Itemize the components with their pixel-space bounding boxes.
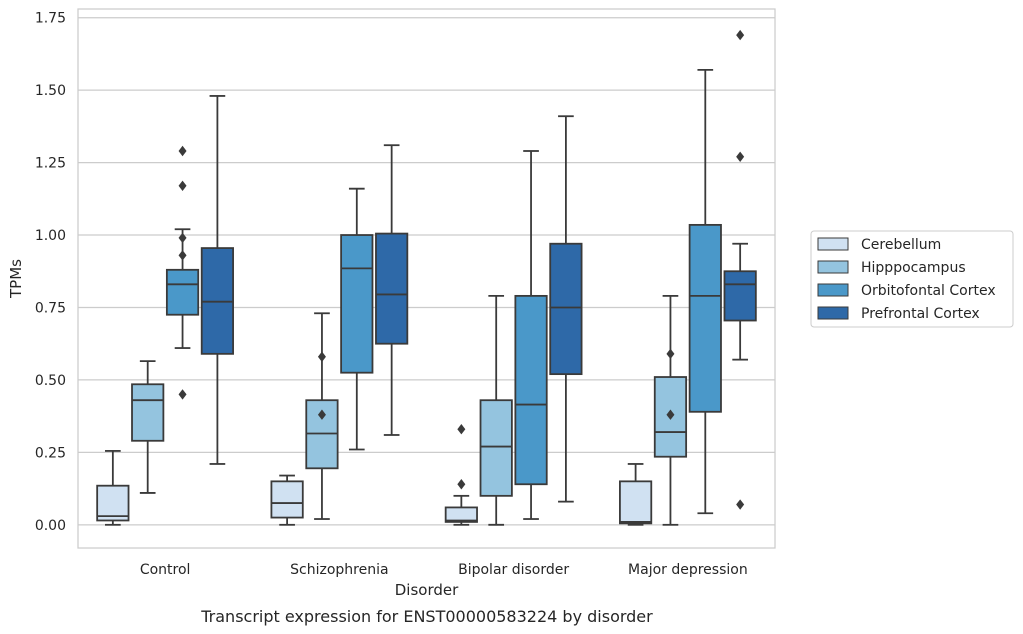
box-prefrontal-cortex [723,29,757,510]
outlier-point [736,151,745,162]
x-axis-title: Disorder [395,581,459,599]
legend-label: Hipppocampus [861,260,966,276]
box-orbitofontal-cortex [688,68,722,515]
box-cerebellum [444,423,478,526]
box-groups [96,29,757,526]
outlier-point [317,351,326,362]
y-tick-label: 0.50 [35,373,66,389]
y-tick-label: 1.50 [35,83,66,99]
box-iqr [479,399,513,497]
box-iqr [340,234,374,374]
box-prefrontal-cortex [549,115,583,503]
outlier-point [736,499,745,510]
box-iqr [165,268,200,316]
box-prefrontal-cortex [375,144,409,436]
box-hipppocampus [653,294,688,526]
box-hipppocampus [131,360,165,494]
plot-area-frame [77,8,776,549]
y-tick-label: 1.00 [35,228,66,244]
box-orbitofontal-cortex [165,145,200,400]
legend-swatch [817,283,849,297]
outlier-point [736,29,745,41]
box-cerebellum [619,463,653,526]
box-hipppocampus [479,294,513,526]
outlier-point [317,409,326,420]
x-tick-label: Schizophrenia [290,562,388,578]
y-tick-label: 1.75 [35,11,66,27]
y-tick-label: 0.25 [35,445,66,461]
y-tick-labels: 0.00 0.25 0.50 0.75 1.00 1.25 1.50 1.75 [35,11,66,534]
box-iqr [514,294,548,486]
x-tick-label: Bipolar disorder [458,562,569,578]
box-iqr [723,270,757,322]
x-tick-label: Control [140,562,191,578]
box-prefrontal-cortex [200,95,234,465]
legend-swatch [817,306,849,320]
legend-label: Orbitofontal Cortex [861,283,996,299]
box-hipppocampus [305,312,339,520]
outlier-point [457,423,466,435]
legend-frame [810,230,1014,328]
outlier-point [178,180,187,191]
outlier-point [178,250,187,261]
chart-caption: Transcript expression for ENST0000058322… [200,607,653,626]
box-orbitofontal-cortex [340,187,374,451]
box-orbitofontal-cortex [514,150,548,520]
outlier-point [666,348,675,360]
outlier-point [178,145,187,157]
box-iqr [131,383,165,442]
outlier-point [666,409,675,420]
legend-swatch [817,260,849,274]
box-iqr [375,232,409,345]
box-cerebellum [96,450,130,526]
box-cerebellum [270,474,304,526]
box-iqr [96,484,130,522]
x-tick-label: Major depression [628,562,748,578]
outlier-point [178,232,187,244]
legend-label: Prefrontal Cortex [861,306,980,322]
box-iqr [688,223,722,413]
box-iqr [444,506,478,523]
legend-label: Cerebellum [861,237,941,253]
box-iqr [270,480,304,519]
box-iqr [619,480,653,525]
legend: Cerebellum Hipppocampus Orbitofontal Corte… [810,230,1014,328]
box-iqr [549,242,583,376]
legend-swatch [817,237,849,251]
y-tick-label: 1.25 [35,156,66,172]
x-tick-labels: Control Schizophrenia Bipolar disorder Majo… [140,562,748,578]
y-axis-title: TPMs [7,259,25,299]
y-tick-label: 0.75 [35,300,66,316]
outlier-point [178,389,187,400]
outlier-point [457,479,466,490]
y-tick-label: 0.00 [35,518,66,534]
